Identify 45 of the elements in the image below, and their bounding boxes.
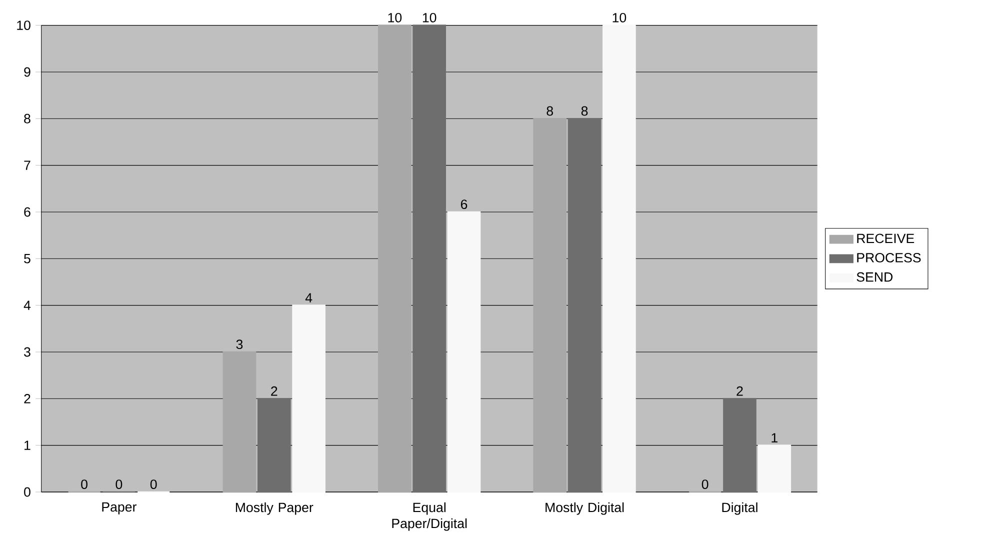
- y-tick-label: 6: [24, 207, 30, 217]
- bar: [568, 118, 602, 493]
- x-tick-label: Digital: [722, 502, 758, 515]
- data-label: 8: [546, 106, 553, 116]
- data-label: 3: [236, 340, 243, 350]
- data-label: 0: [702, 480, 708, 490]
- data-label: 0: [116, 480, 122, 490]
- y-tick-label: 2: [24, 394, 30, 404]
- legend-label: SEND: [856, 272, 893, 282]
- data-label: 6: [460, 200, 468, 210]
- y-tick-label: 3: [24, 347, 30, 357]
- y-tick-label: 7: [24, 160, 30, 170]
- data-label: 0: [81, 480, 88, 490]
- y-tick-label: 4: [24, 300, 31, 310]
- data-label: 10: [612, 12, 626, 22]
- legend-label: PROCESS: [857, 253, 921, 262]
- legend-label: RECEIVE: [857, 234, 914, 244]
- bar: [758, 444, 792, 493]
- bar: [292, 304, 326, 493]
- bar: [533, 118, 567, 493]
- bar: [447, 211, 481, 493]
- data-label: 2: [271, 386, 278, 396]
- data-label: 10: [388, 12, 402, 22]
- x-tick-label: Equal Paper/Digital: [392, 502, 467, 531]
- x-tick-label: Mostly Paper: [236, 502, 314, 515]
- x-tick-label: Paper: [102, 502, 137, 514]
- bar: [723, 398, 756, 493]
- bar: [412, 24, 446, 493]
- data-label: 0: [150, 480, 157, 490]
- data-label: 2: [736, 386, 743, 396]
- y-tick-label: 10: [17, 20, 30, 30]
- y-tick-label: 9: [24, 67, 30, 77]
- y-tick-label: 0: [24, 487, 30, 497]
- x-tick-label: Mostly Digital: [546, 502, 624, 515]
- bar: [257, 398, 291, 493]
- data-label: 8: [581, 106, 588, 116]
- bar: [602, 24, 636, 493]
- data-label: 10: [422, 12, 436, 22]
- data-label: 1: [772, 433, 778, 442]
- y-tick-label: 8: [24, 114, 30, 124]
- y-tick-label: 1: [24, 440, 30, 450]
- data-label: 4: [305, 293, 312, 302]
- bar: [222, 351, 256, 493]
- y-tick-label: 5: [24, 254, 30, 264]
- bar: [378, 24, 412, 493]
